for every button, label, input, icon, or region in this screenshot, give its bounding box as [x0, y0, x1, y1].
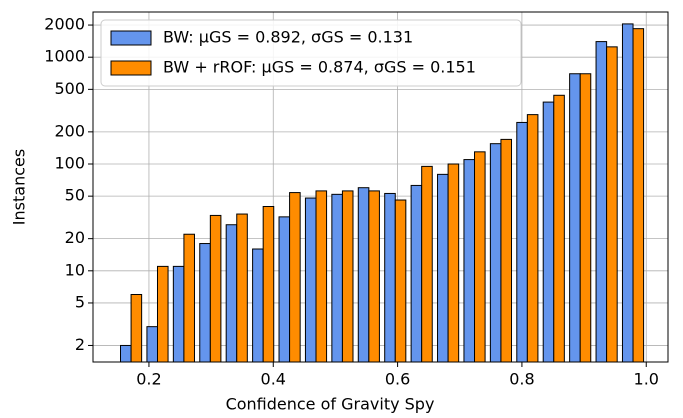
y-tick-label: 2 — [75, 335, 85, 354]
bar — [621, 23, 634, 363]
bar — [278, 216, 291, 363]
bar — [437, 173, 449, 363]
y-tick-label: 2000 — [44, 15, 85, 34]
bar — [463, 159, 476, 363]
bar — [595, 41, 608, 363]
legend-swatch — [110, 30, 152, 46]
y-tick-label: 50 — [65, 186, 85, 205]
bar — [156, 265, 169, 363]
bar — [632, 28, 645, 363]
bar — [315, 190, 328, 363]
x-tick-label: 1.0 — [634, 370, 659, 389]
x-tick-label: 0.2 — [136, 370, 161, 389]
legend-label: BW: μGS = 0.892, σGS = 0.131 — [163, 28, 413, 47]
bar — [410, 184, 423, 363]
y-tick-label: 500 — [54, 79, 85, 98]
bar — [331, 193, 343, 363]
bar — [489, 143, 502, 363]
y-tick-label: 20 — [65, 228, 85, 247]
bar — [474, 151, 486, 363]
bar — [368, 190, 380, 363]
x-axis-label: Confidence of Gravity Spy — [226, 395, 435, 414]
bar — [183, 233, 195, 363]
y-tick-label: 5 — [75, 292, 85, 311]
bar — [252, 248, 264, 363]
x-tick-label: 0.8 — [509, 370, 534, 389]
bar — [146, 326, 158, 363]
bar — [262, 206, 275, 363]
bar — [500, 138, 513, 363]
y-tick-label: 10 — [65, 260, 85, 279]
x-tick-label: 0.4 — [261, 370, 286, 389]
bar — [341, 190, 354, 363]
x-tick-label: 0.6 — [385, 370, 410, 389]
bar — [120, 344, 132, 363]
bar — [130, 293, 143, 363]
bar — [542, 101, 555, 363]
bar — [209, 214, 222, 363]
y-tick-label: 1000 — [44, 47, 85, 66]
bar — [447, 163, 460, 363]
legend: BW: μGS = 0.892, σGS = 0.131 BW + rROF: μ… — [100, 19, 522, 87]
bar — [569, 73, 581, 363]
bar — [579, 73, 592, 363]
legend-swatch — [110, 60, 152, 76]
y-tick-label: 100 — [54, 154, 85, 173]
bar — [516, 121, 528, 363]
bar — [526, 114, 539, 363]
bar — [225, 224, 238, 363]
bar — [421, 165, 433, 363]
legend-label: BW + rROF: μGS = 0.874, σGS = 0.151 — [163, 58, 476, 77]
bar — [384, 192, 396, 363]
bar — [394, 199, 407, 363]
bar — [199, 243, 211, 363]
bar — [357, 187, 370, 363]
bar — [236, 213, 248, 363]
y-axis-label: Instances — [10, 149, 29, 225]
legend-box — [100, 19, 522, 87]
bar — [304, 197, 317, 363]
y-tick-label: 200 — [54, 121, 85, 140]
plot-frame — [92, 11, 669, 363]
bar — [172, 265, 185, 363]
bar — [289, 192, 301, 363]
bar — [553, 94, 565, 363]
bar — [606, 46, 618, 363]
